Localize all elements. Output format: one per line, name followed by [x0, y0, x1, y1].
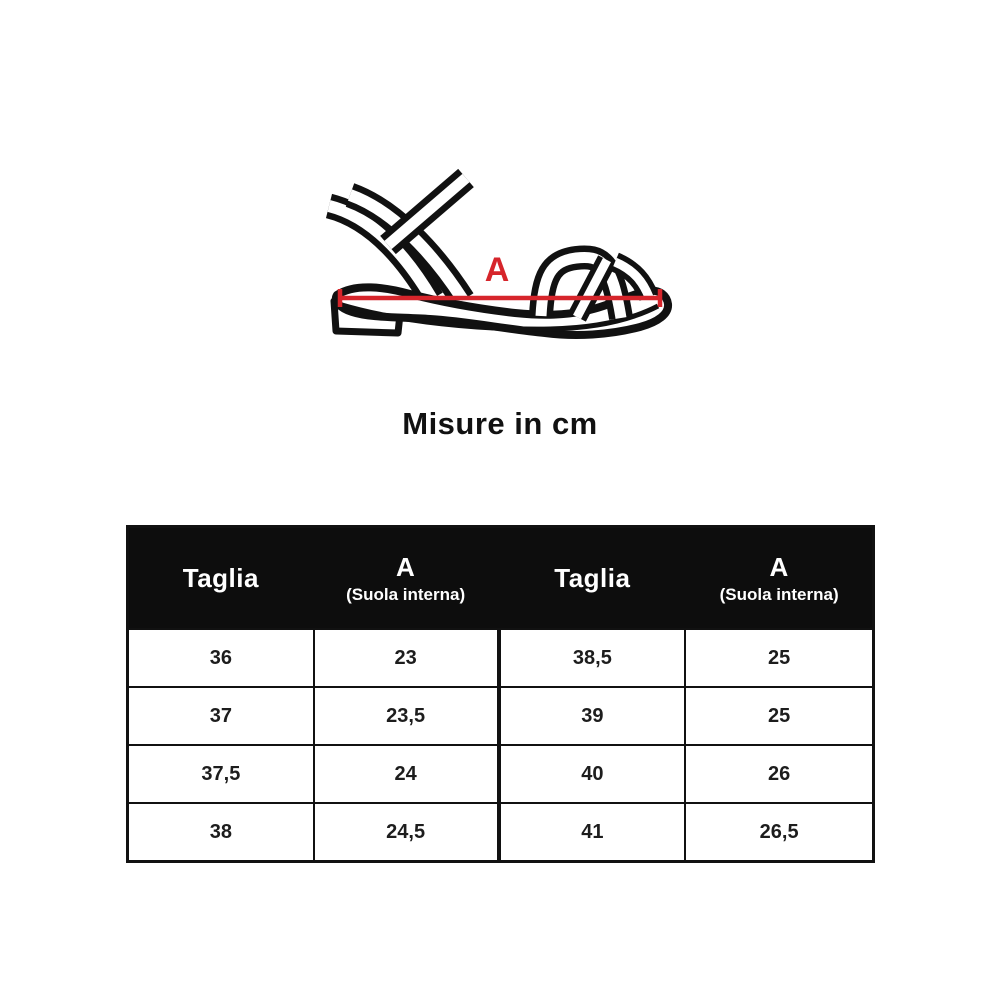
header-label: A [395, 551, 416, 582]
table-cell: 38 [129, 802, 315, 860]
table-cell: 23 [314, 628, 501, 686]
table-cell: 36 [129, 628, 315, 686]
header-sublabel: (Suola interna) [719, 584, 839, 604]
table-cell: 24 [314, 744, 501, 802]
sandal-diagram: A [325, 168, 672, 339]
table-cell: 41 [500, 802, 687, 860]
table-cell: 38,5 [500, 628, 687, 686]
header-label: Taglia [182, 562, 259, 593]
header-label: Taglia [554, 562, 631, 593]
measurement-line: A [337, 251, 663, 307]
page-title: Misure in cm [402, 406, 598, 441]
table-cell: 37,5 [129, 744, 315, 802]
table-cell: 24,5 [314, 802, 501, 860]
header-a-right: A (Suola interna) [686, 528, 872, 628]
header-sublabel: (Suola interna) [346, 584, 466, 604]
table-cell: 26 [686, 744, 872, 802]
table-cell: 39 [500, 686, 687, 744]
table-cell: 40 [500, 744, 687, 802]
table-cell: 25 [686, 628, 872, 686]
table-cell: 26,5 [686, 802, 872, 860]
table-cell: 37 [129, 686, 315, 744]
header-label: A [769, 551, 789, 582]
size-table: Taglia A (Suola interna) Taglia A (Suola… [126, 525, 875, 863]
table-cell: 25 [686, 686, 872, 744]
header-taglia-left: Taglia [129, 528, 315, 628]
header-a-left: A (Suola interna) [314, 528, 501, 628]
table-cell: 23,5 [314, 686, 501, 744]
header-taglia-right: Taglia [500, 528, 687, 628]
measurement-label: A [485, 251, 510, 289]
